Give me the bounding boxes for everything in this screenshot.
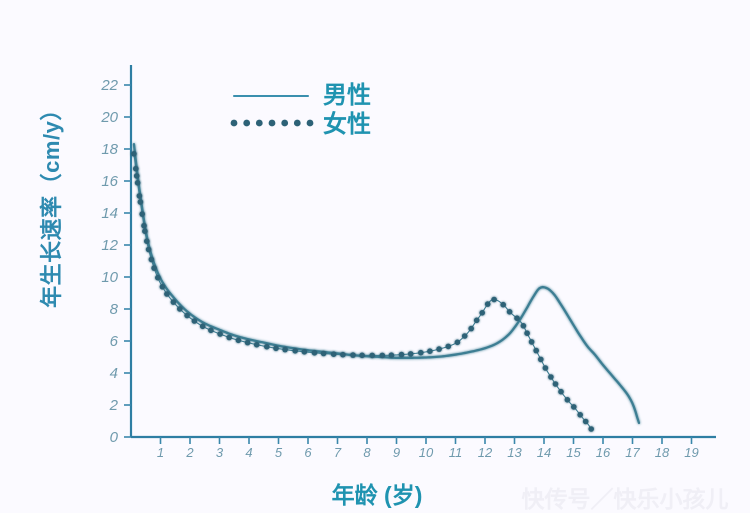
svg-text:0: 0	[110, 429, 119, 446]
svg-text:16: 16	[596, 445, 611, 460]
svg-text:10: 10	[419, 445, 434, 460]
svg-text:9: 9	[393, 445, 400, 460]
svg-text:14: 14	[537, 445, 551, 460]
svg-text:4: 4	[245, 445, 252, 460]
svg-text:18: 18	[655, 445, 670, 460]
svg-text:12: 12	[101, 237, 118, 254]
svg-text:7: 7	[334, 445, 342, 460]
svg-text:16: 16	[101, 173, 118, 190]
svg-text:1: 1	[157, 445, 164, 460]
svg-text:年生长速率（cm/y）: 年生长速率（cm/y）	[39, 98, 64, 308]
svg-text:6: 6	[304, 445, 312, 460]
svg-text:8: 8	[363, 445, 371, 460]
svg-text:4: 4	[110, 365, 118, 382]
svg-text:3: 3	[216, 445, 224, 460]
svg-text:12: 12	[478, 445, 493, 460]
svg-text:15: 15	[566, 445, 581, 460]
svg-text:男性: 男性	[323, 82, 371, 109]
svg-text:年龄 (岁): 年龄 (岁)	[332, 482, 423, 508]
svg-text:17: 17	[625, 445, 640, 460]
svg-text:14: 14	[101, 205, 118, 222]
svg-text:女性: 女性	[323, 110, 371, 138]
svg-text:10: 10	[101, 269, 118, 286]
svg-text:5: 5	[275, 445, 283, 460]
svg-text:6: 6	[110, 333, 119, 350]
svg-text:19: 19	[684, 445, 698, 460]
svg-text:20: 20	[100, 109, 118, 126]
svg-text:22: 22	[100, 77, 118, 94]
svg-text:快传号／快乐小孩儿: 快传号／快乐小孩儿	[522, 486, 729, 512]
svg-text:11: 11	[449, 445, 463, 460]
svg-text:2: 2	[185, 445, 194, 460]
svg-text:2: 2	[109, 397, 119, 414]
svg-text:13: 13	[507, 445, 522, 460]
svg-text:8: 8	[110, 301, 119, 318]
svg-text:18: 18	[101, 141, 118, 158]
